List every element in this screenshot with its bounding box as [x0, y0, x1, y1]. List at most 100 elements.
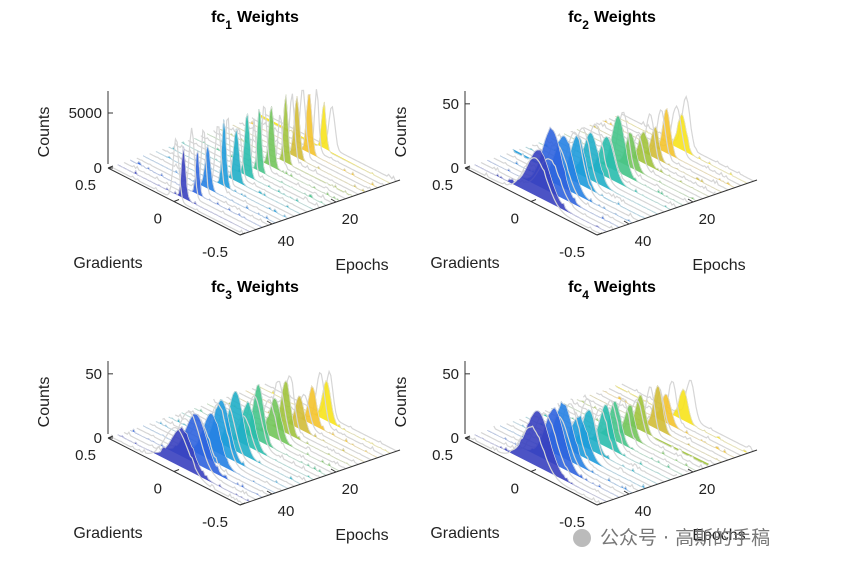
y-tick-label: 20 [699, 211, 716, 228]
ridge-outline [487, 126, 620, 228]
y-axis [596, 449, 758, 506]
y-tick [623, 220, 630, 225]
x-axis-label: Gradients [430, 525, 499, 542]
y-tick [330, 198, 337, 203]
x-tick [596, 232, 603, 236]
ridge-outline [181, 113, 314, 211]
watermark: 公众号 · 高斯的手稿 [600, 527, 770, 549]
y-tick-label: 40 [278, 233, 295, 250]
z-tick-label: 5000 [69, 105, 102, 122]
ridge-outline [143, 145, 276, 224]
z-tick-label: 0 [94, 430, 102, 447]
y-tick-label: 40 [635, 503, 652, 520]
z-axis-label: Counts [36, 107, 53, 158]
x-tick-label: 0 [154, 481, 162, 498]
title-text: fc [568, 9, 582, 26]
x-tick [239, 502, 246, 506]
y-tick-label: 20 [342, 481, 359, 498]
ridge-outline [551, 401, 684, 476]
ridge-decoration [608, 104, 742, 187]
x-tick [464, 165, 471, 169]
z-tick-label: 50 [442, 366, 459, 383]
x-axis-label: Gradients [430, 255, 499, 272]
x-tick-label: 0.5 [75, 177, 96, 194]
ridge-decoration [608, 380, 742, 457]
title-suffix: Weights [594, 279, 656, 296]
ridge-decoration [621, 95, 755, 182]
ridge-outline [130, 413, 263, 498]
x-tick [107, 165, 114, 169]
z-tick-label: 0 [451, 430, 459, 447]
z-tick-label: 50 [85, 366, 102, 383]
y-axis-label: Epochs [692, 527, 745, 544]
ridge-decoration [110, 137, 244, 235]
y-axis [596, 179, 758, 236]
title-text: fc [211, 279, 225, 296]
z-axis-label: Counts [393, 107, 410, 158]
ridge-outline [576, 129, 710, 197]
ridge-outline [117, 146, 250, 233]
watermark-icon [573, 529, 591, 547]
x-tick-label: -0.5 [202, 244, 228, 261]
x-axis-label: Gradients [73, 255, 142, 272]
y-axis-label: Epochs [335, 257, 388, 274]
ridge-decoration [136, 418, 270, 496]
z-tick-label: 50 [442, 96, 459, 113]
x-tick-label: 0 [154, 211, 162, 228]
ridge-decoration [493, 415, 627, 496]
y-axis [239, 179, 401, 236]
title-subscript: 2 [582, 18, 589, 32]
ridge-decoration [110, 426, 244, 505]
x-tick-label: -0.5 [559, 514, 585, 531]
x-tick [239, 232, 246, 236]
ridge-outline [602, 108, 735, 189]
ridge-decoration [467, 425, 601, 505]
ridge-decoration [136, 128, 270, 226]
x-tick-label: -0.5 [559, 244, 585, 261]
ridge-outline [181, 401, 314, 481]
watermark-group: 公众号 · 高斯的手稿 [573, 527, 770, 549]
title-text: fc [568, 279, 582, 296]
title-subscript: 3 [225, 288, 232, 302]
x-tick [530, 469, 537, 472]
ridge-decoration [595, 388, 729, 461]
x-tick [107, 435, 114, 439]
ridge-decoration [123, 127, 257, 231]
z-axis-label: Counts [36, 377, 53, 428]
ridge-decoration [149, 403, 283, 492]
y-tick-label: 40 [278, 503, 295, 520]
ridge-outline [487, 407, 620, 498]
ridge-outline [615, 113, 748, 184]
y-tick [266, 490, 273, 495]
ridge-decoration [467, 157, 601, 235]
chart-title: fc1 Weights [211, 9, 299, 32]
chart-title: fc4 Weights [568, 279, 656, 302]
ridge-outline [576, 394, 710, 467]
ridge-outline [168, 128, 301, 215]
x-tick [530, 199, 537, 202]
ridge-decoration [480, 158, 614, 230]
ridge-decoration [187, 118, 321, 209]
y-tick [266, 220, 273, 225]
chart-title: fc3 Weights [211, 279, 299, 302]
ridge-outline [615, 385, 748, 454]
ridge-outline [232, 96, 366, 193]
z-tick-label: 0 [94, 160, 102, 177]
x-tick-label: 0.5 [75, 447, 96, 464]
ridge-decoration [621, 379, 755, 452]
x-tick-label: 0 [511, 211, 519, 228]
ridge-outline [245, 94, 378, 188]
title-subscript: 4 [582, 288, 589, 302]
ridge-outline [500, 135, 633, 224]
x-tick-label: 0.5 [432, 177, 453, 194]
title-text: fc [211, 9, 225, 26]
ridge-decoration [149, 125, 282, 222]
ridge-outline [194, 109, 327, 206]
x-tick-label: 0 [511, 481, 519, 498]
title-suffix: Weights [237, 279, 299, 296]
